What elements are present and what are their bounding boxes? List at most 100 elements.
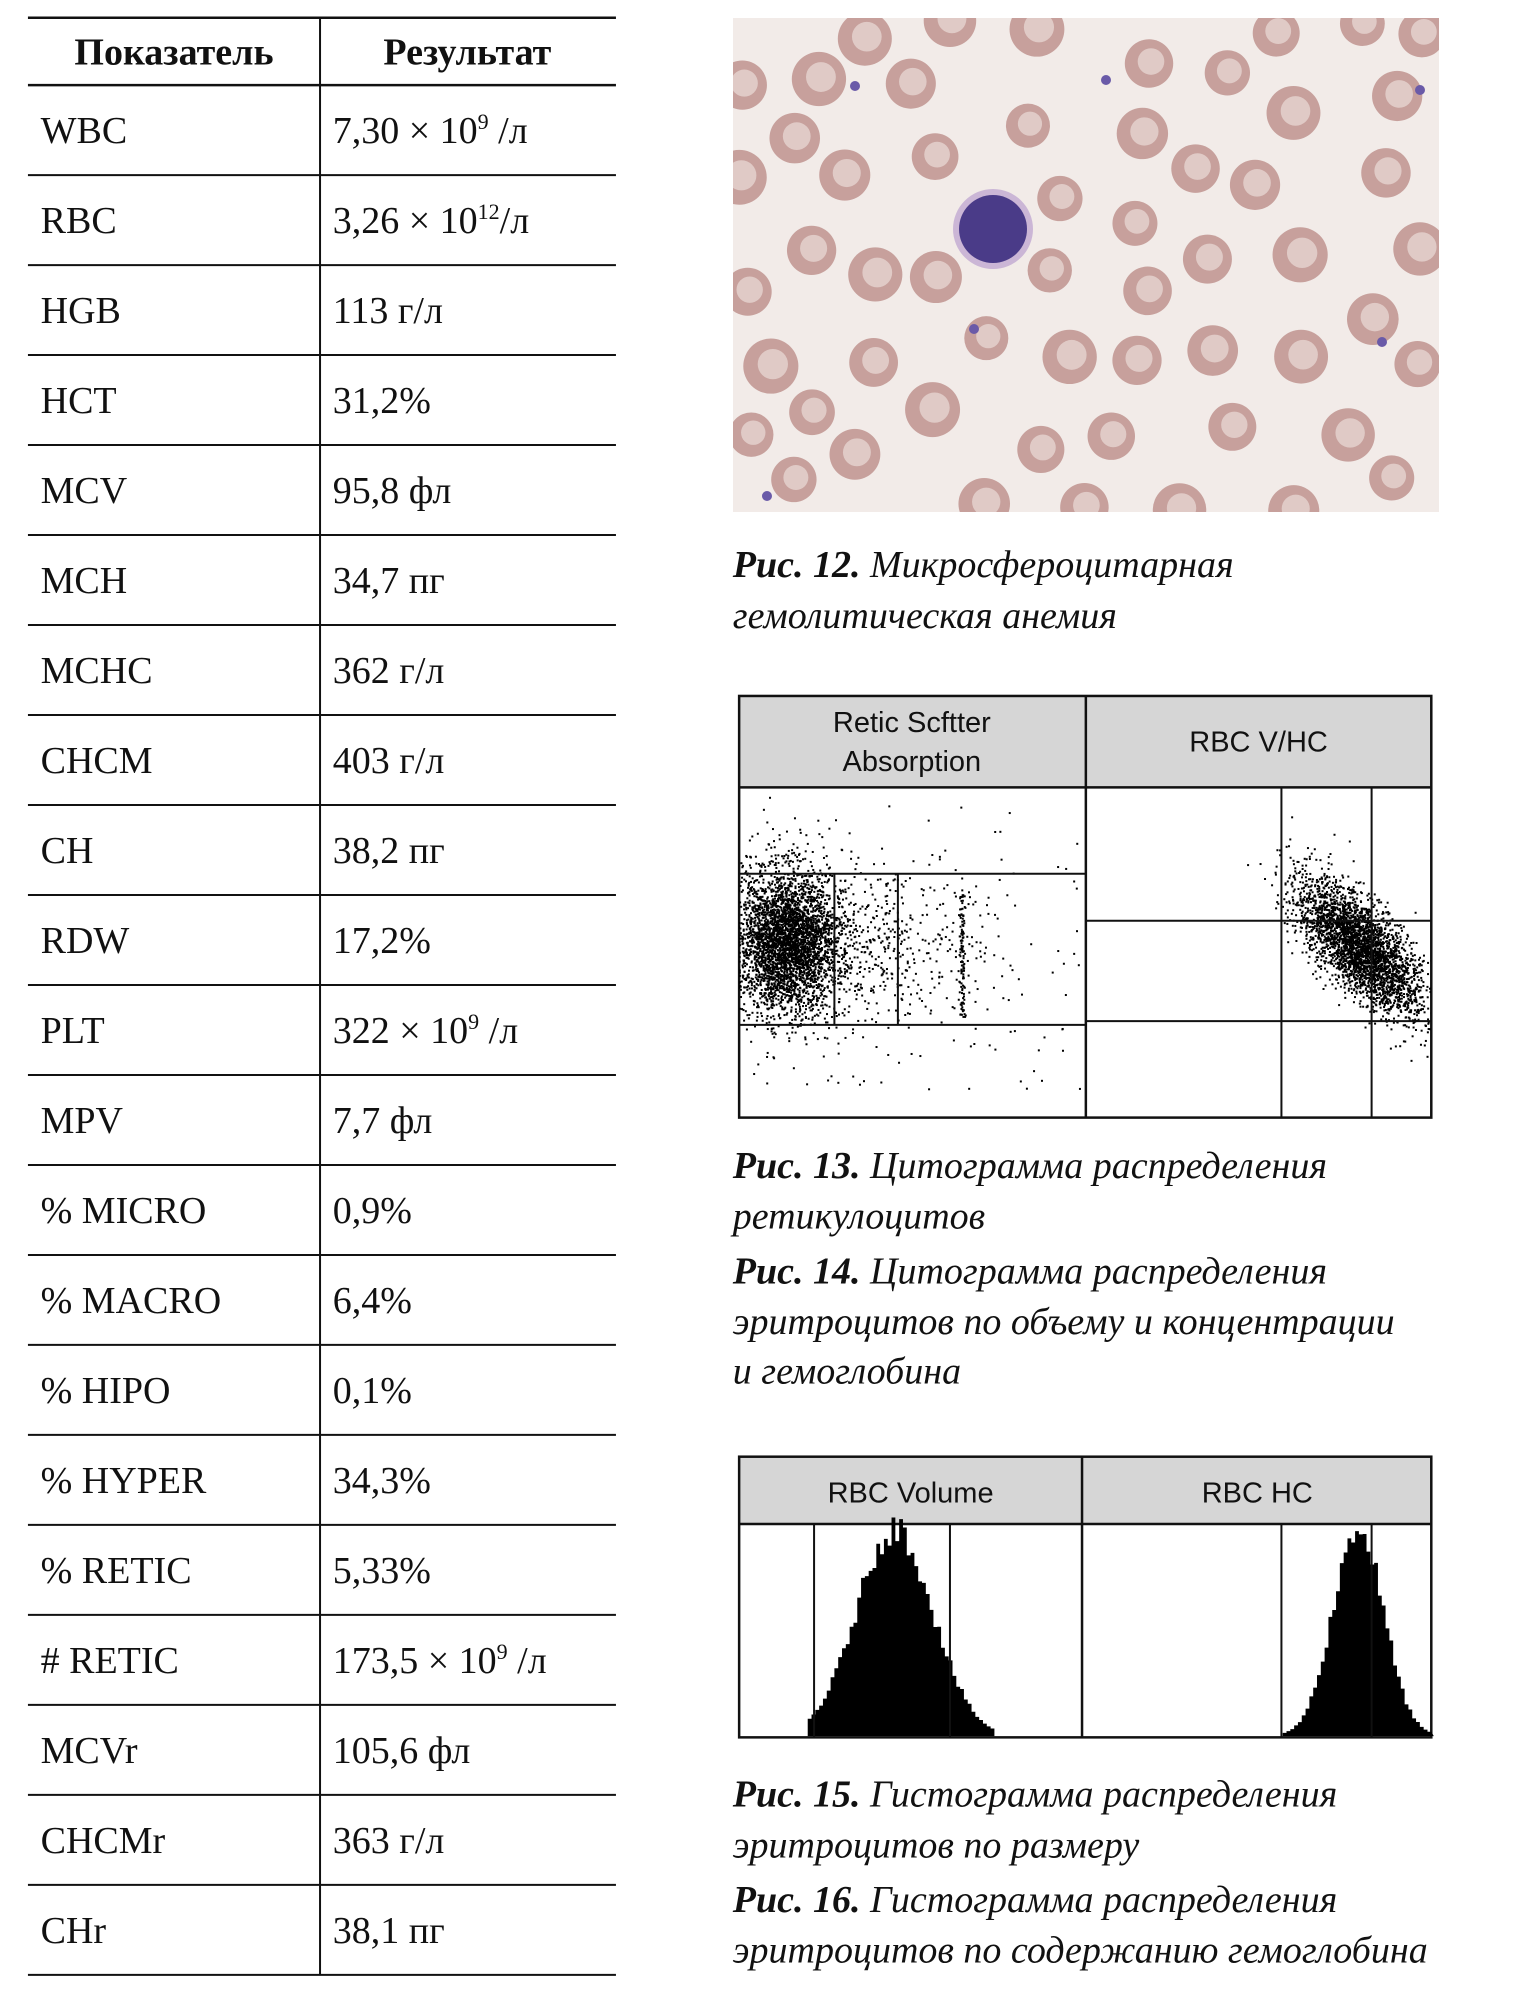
- dot: [958, 981, 961, 984]
- dot: [786, 1012, 789, 1015]
- dot: [808, 888, 811, 891]
- dot: [828, 914, 831, 917]
- value-text: 3,26 × 10: [333, 200, 478, 242]
- dot: [808, 948, 811, 951]
- dot: [881, 940, 884, 943]
- dot: [772, 976, 775, 979]
- dot: [784, 887, 787, 890]
- dot: [721, 937, 723, 939]
- dot: [779, 898, 782, 901]
- dot: [752, 1003, 755, 1006]
- dot: [788, 997, 791, 1000]
- dot: [788, 963, 791, 966]
- value-text: 362 г/л: [333, 650, 445, 692]
- dot: [968, 896, 971, 899]
- dot: [754, 879, 757, 882]
- dot: [739, 986, 741, 989]
- dot: [759, 934, 762, 937]
- dot: [803, 995, 806, 998]
- dot: [776, 910, 779, 913]
- dot: [893, 902, 896, 905]
- dot: [826, 957, 829, 960]
- dot: [802, 940, 805, 943]
- dot: [787, 968, 790, 971]
- dot: [769, 917, 772, 920]
- dot: [938, 975, 941, 978]
- dot: [778, 897, 781, 900]
- dot: [707, 985, 709, 987]
- dot: [808, 892, 811, 895]
- panel-title: Absorption: [843, 746, 982, 778]
- dot: [780, 995, 783, 998]
- dot: [768, 933, 771, 936]
- dot: [869, 941, 872, 944]
- dot: [826, 961, 829, 964]
- dot: [811, 929, 814, 932]
- dot: [770, 937, 773, 940]
- dot: [816, 919, 819, 922]
- dot: [1073, 880, 1076, 883]
- dot: [960, 944, 963, 947]
- dot: [790, 938, 793, 941]
- dot: [961, 961, 964, 964]
- value-text: 6,4%: [333, 1280, 412, 1322]
- dot: [758, 919, 761, 922]
- dot: [817, 947, 820, 950]
- dot: [823, 923, 826, 926]
- dot: [813, 950, 816, 953]
- dot: [728, 983, 730, 985]
- dot: [815, 957, 818, 960]
- red-cell-center: [899, 67, 927, 96]
- dot: [768, 1007, 771, 1010]
- dot: [777, 938, 780, 941]
- dot: [859, 907, 862, 910]
- dot: [958, 914, 961, 917]
- dot: [757, 917, 760, 920]
- dot: [845, 915, 848, 918]
- dot: [957, 970, 960, 973]
- dot: [759, 903, 762, 906]
- dot: [894, 994, 897, 997]
- dot: [774, 986, 777, 989]
- dot: [789, 945, 792, 948]
- dot: [862, 1036, 865, 1039]
- dot: [827, 931, 830, 934]
- dot: [887, 1053, 890, 1056]
- dot: [814, 930, 817, 933]
- dot: [785, 938, 788, 941]
- dot: [803, 905, 806, 908]
- dot: [828, 940, 831, 943]
- dot: [847, 919, 850, 922]
- dot: [804, 961, 807, 964]
- dot: [1390, 933, 1393, 936]
- dot: [784, 935, 787, 938]
- dot: [946, 884, 949, 887]
- dot: [963, 986, 966, 989]
- dot: [803, 947, 806, 950]
- dot: [909, 916, 912, 919]
- dot: [766, 998, 769, 1001]
- dot: [750, 1040, 753, 1043]
- dot: [733, 881, 735, 883]
- dot: [1338, 886, 1341, 889]
- dot: [837, 1013, 840, 1016]
- dot: [784, 953, 787, 956]
- dot: [735, 1009, 737, 1011]
- dot: [824, 875, 827, 878]
- dot: [784, 974, 787, 977]
- dot: [780, 928, 783, 931]
- dot: [780, 987, 783, 990]
- dot: [811, 961, 814, 964]
- dot: [796, 859, 799, 862]
- dot: [800, 910, 803, 913]
- dot: [888, 910, 891, 913]
- dot: [825, 914, 828, 917]
- dot: [761, 952, 764, 955]
- dot: [820, 893, 823, 896]
- dot: [782, 954, 785, 957]
- dot: [821, 990, 824, 993]
- dot: [809, 927, 812, 930]
- dot: [819, 960, 822, 963]
- dot: [801, 1005, 804, 1008]
- dot: [867, 1002, 870, 1005]
